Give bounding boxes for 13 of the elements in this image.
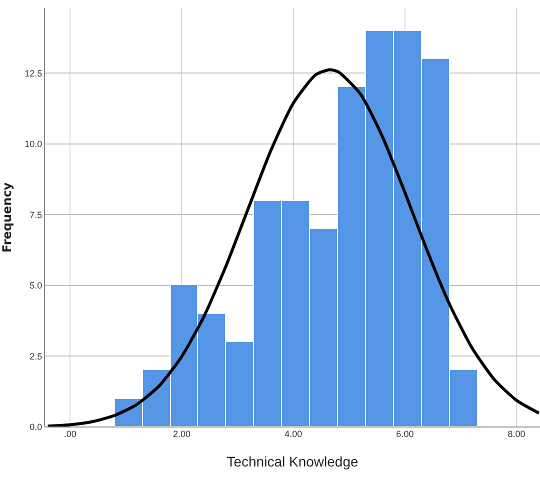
- y-tick-label: 7.5: [30, 210, 42, 220]
- x-axis-title: Technical Knowledge: [226, 453, 358, 470]
- y-tick-label: 5.0: [30, 280, 42, 291]
- y-tick-label: 0.0: [30, 422, 42, 432]
- y-axis-title: Frequency: [0, 182, 14, 253]
- x-tick-label: 6.00: [396, 429, 414, 439]
- y-tick-label: 12.5: [24, 68, 42, 78]
- x-tick-label: 4.00: [284, 429, 302, 439]
- y-tick-label: 2.5: [30, 351, 42, 362]
- x-tick-label: 2.00: [172, 429, 190, 439]
- x-tick-label: 8.00: [508, 429, 526, 439]
- y-tick-label: 10.0: [24, 139, 42, 150]
- x-tick-label: .00: [64, 429, 76, 439]
